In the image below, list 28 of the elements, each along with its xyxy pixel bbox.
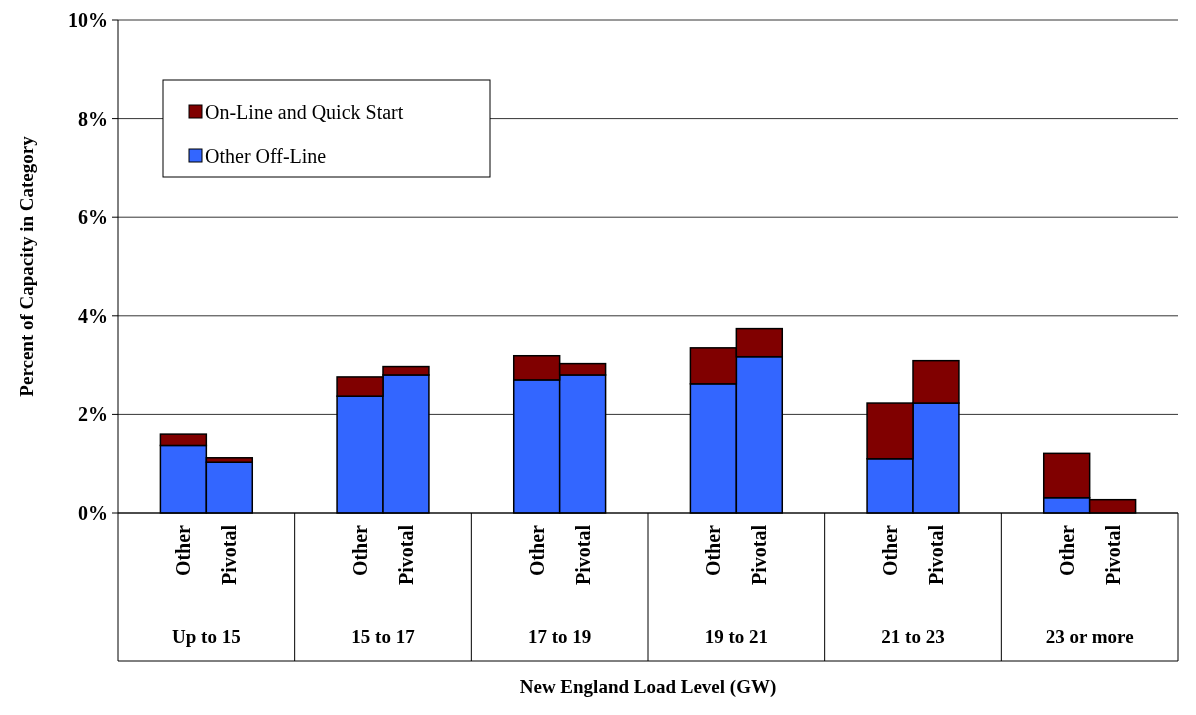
y-tick-label: 4%	[78, 304, 108, 327]
x-tick-label: Pivotal	[924, 524, 947, 585]
x-tick-label: Pivotal	[218, 524, 241, 585]
x-tick-label: Other	[349, 524, 372, 577]
x-tick-label: Pivotal	[571, 524, 594, 585]
x-tick-label: Other	[525, 524, 548, 577]
legend-label: On-Line and Quick Start	[205, 101, 404, 123]
x-tick-label: Pivotal	[1101, 524, 1124, 585]
x-tick-label: Other	[172, 524, 195, 577]
x-tick-label: Pivotal	[394, 524, 417, 585]
x-axis-title: New England Load Level (GW)	[519, 676, 777, 698]
text: 17 to 19	[528, 626, 592, 647]
text: Up to 15	[172, 626, 241, 647]
text: 23 or more	[1045, 626, 1134, 647]
text: 21 to 23	[881, 626, 945, 647]
y-tick-label: 2%	[78, 403, 108, 426]
x-tick-label: Pivotal	[748, 524, 771, 585]
y-tick-label: 6%	[78, 206, 108, 229]
y-tick-label: 8%	[78, 107, 108, 130]
text: 19 to 21	[704, 626, 768, 647]
legend-label: Other Off-Line	[205, 145, 327, 167]
x-tick-label: Other	[1055, 524, 1078, 577]
text: 15 to 17	[351, 626, 416, 647]
x-tick-label: Other	[879, 524, 902, 577]
y-tick-label: 0%	[78, 502, 108, 524]
y-axis-title: Percent of Capacity in Category	[16, 135, 37, 397]
x-tick-label: Other	[702, 524, 725, 577]
y-tick-label: 10%	[68, 9, 108, 31]
